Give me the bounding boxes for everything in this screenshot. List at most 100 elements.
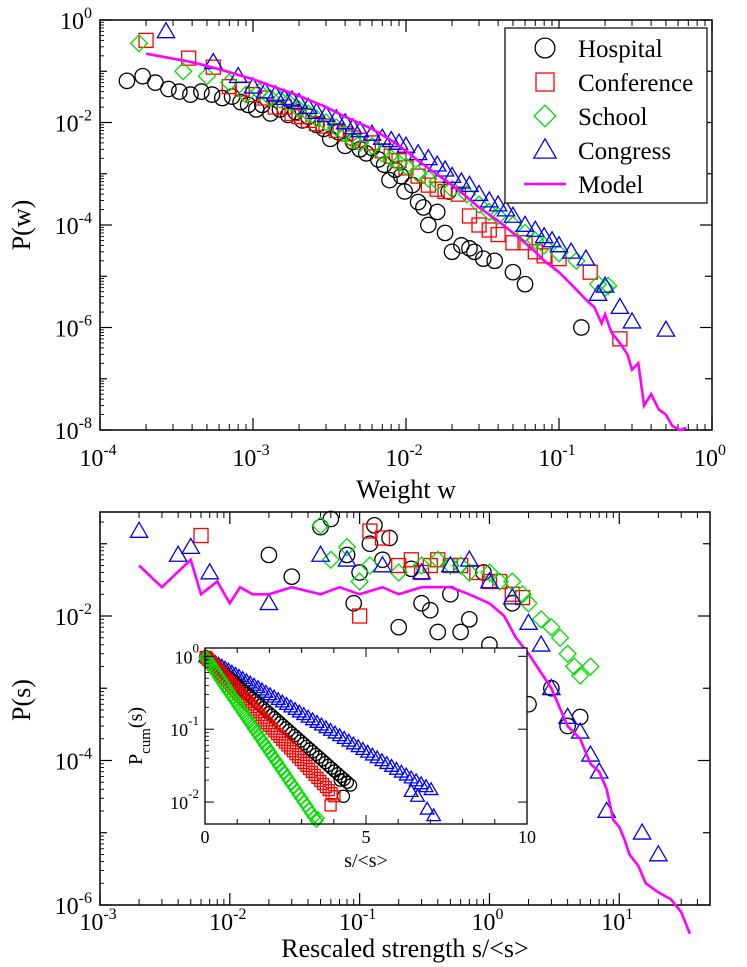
inset-school-point <box>271 758 287 774</box>
top-y-tick-label: 100 <box>60 5 92 35</box>
inset-school-point <box>231 698 247 714</box>
inset-congress-point <box>258 684 274 698</box>
bottom-conference-point <box>193 527 209 544</box>
bottom-x-axis-label: Rescaled strength s/<s> <box>281 934 528 963</box>
inset-school-point <box>229 695 245 711</box>
top-school-point <box>219 73 239 92</box>
top-congress-point <box>588 284 608 301</box>
bottom-school-point <box>451 556 470 575</box>
inset-school-point <box>278 768 295 785</box>
top-hospital-point <box>504 263 522 281</box>
inset-x-axis-label: s/<s> <box>344 850 388 872</box>
inset-congress-point <box>274 693 291 708</box>
top-conference-point <box>245 86 261 103</box>
bottom-hospital-point <box>312 518 329 536</box>
bottom-congress-point <box>372 555 393 573</box>
top-x-tick-label: 100 <box>694 442 726 472</box>
inset-school-point <box>227 692 243 708</box>
top-conference-point <box>481 222 497 238</box>
legend-hospital-marker <box>534 37 556 59</box>
top-school-point <box>549 244 569 263</box>
top-congress-point <box>156 21 176 39</box>
bottom-congress-point <box>459 549 480 567</box>
top-x-tick-labels: 10-4 10-3 10-2 10-1 100 <box>79 442 726 472</box>
inset-series-conference <box>199 650 341 812</box>
top-axis-ticks <box>99 19 713 431</box>
bottom-school-point <box>360 556 380 575</box>
bottom-congress-point <box>199 562 220 580</box>
inset-congress-point <box>270 691 287 706</box>
top-congress-point <box>469 184 489 202</box>
inset-school-point <box>267 751 283 767</box>
inset-congress-point <box>287 701 304 716</box>
inset-congress-point <box>250 679 266 694</box>
top-hospital-point <box>182 86 199 103</box>
bottom-congress-point <box>129 521 149 538</box>
top-hospital-point <box>381 171 398 189</box>
top-school-point <box>525 231 545 250</box>
top-congress-point <box>622 311 642 329</box>
bottom-conference-point <box>351 608 368 624</box>
bottom-y-tick-label: 10-6 <box>55 890 92 920</box>
bottom-conference-point <box>492 573 508 590</box>
inset-school-point <box>269 754 285 770</box>
top-congress-point <box>451 171 472 189</box>
inset-congress-point <box>246 677 263 691</box>
top-y-tick-label: 10-8 <box>55 415 92 445</box>
bottom-hospital-point <box>260 546 278 564</box>
top-hospital-point <box>160 80 177 98</box>
bottom-x-tick-label: 10-2 <box>209 906 246 936</box>
top-school-point <box>442 179 462 199</box>
top-series-layer <box>118 21 687 432</box>
inset-school-point <box>276 765 292 781</box>
top-congress-point <box>435 159 455 177</box>
top-school-point <box>299 104 318 123</box>
top-congress-point <box>534 226 554 244</box>
top-congress-point <box>316 105 336 122</box>
bottom-y-axis-label: P(s) <box>7 679 36 721</box>
bottom-congress-point <box>310 544 331 562</box>
bottom-conference-point <box>504 586 520 602</box>
bottom-congress-point <box>180 537 201 555</box>
bottom-congress-point <box>440 555 461 573</box>
top-hospital-point <box>118 72 136 90</box>
legend-school-marker <box>533 104 557 128</box>
bottom-hospital-point <box>338 546 356 564</box>
bottom-hospital-point <box>390 618 408 636</box>
bottom-hospital-point <box>460 610 478 628</box>
inset-school-point <box>255 734 271 750</box>
inset-school-point <box>244 717 260 733</box>
bottom-x-tick-labels: 10-3 10-2 10-1 100 101 <box>79 906 633 936</box>
inset-school-point <box>223 686 239 702</box>
top-congress-point <box>496 199 516 217</box>
top-hospital-point <box>370 151 387 168</box>
inset-school-point <box>219 680 235 696</box>
bottom-school-point <box>428 550 448 570</box>
inset-congress-point <box>291 703 308 718</box>
top-hospital-point <box>428 203 446 221</box>
bottom-x-tick-label: 101 <box>601 906 633 936</box>
bottom-x-tick-label: 10-3 <box>79 906 116 936</box>
top-congress-point <box>265 84 286 102</box>
top-hospital-point <box>409 193 427 211</box>
bottom-congress-point <box>479 571 500 589</box>
bottom-school-point <box>311 515 330 535</box>
inset-plot: 0 5 10 100 10-1 10-2 s/<s> Pcum(s) <box>125 640 536 872</box>
bottom-model-line <box>138 557 692 935</box>
bottom-y-tick-labels: 10-6 10-4 10-2 <box>55 601 92 920</box>
bottom-hospital-point <box>475 564 492 581</box>
bottom-school-point <box>389 563 409 582</box>
legend-conference-marker <box>535 72 555 92</box>
legend-entry-school: School <box>533 104 648 131</box>
bottom-congress-point <box>518 613 539 630</box>
bottom-hospital-point <box>421 601 439 619</box>
bottom-conference-point <box>442 557 459 574</box>
bottom-conference-point <box>374 530 391 546</box>
top-congress-point <box>561 241 581 259</box>
top-school-point <box>289 100 309 119</box>
top-panel: 10-4 10-3 10-2 10-1 100 10-810-610-410-2100 … <box>7 5 726 504</box>
bottom-congress-point <box>337 549 357 567</box>
inset-school-point <box>241 714 257 730</box>
inset-school-point <box>259 740 276 756</box>
top-congress-point <box>656 319 676 337</box>
